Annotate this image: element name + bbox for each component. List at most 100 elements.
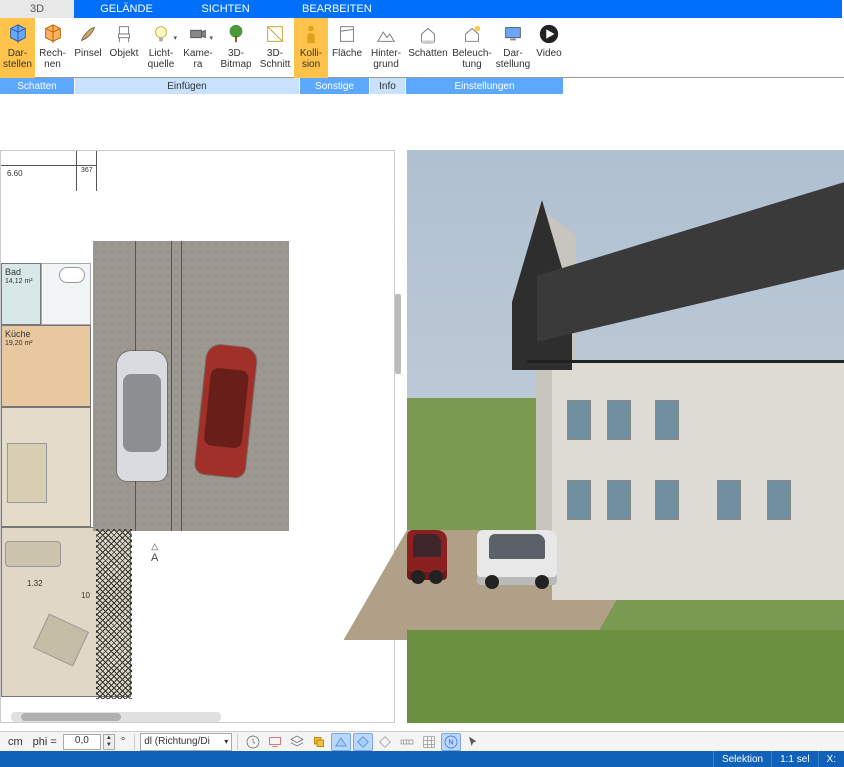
mountain-icon (374, 22, 398, 46)
cube-blue-icon (6, 22, 30, 46)
north-icon: N (443, 734, 459, 750)
tool-diamond-button[interactable] (375, 733, 395, 751)
group-schatten: Schatten (0, 78, 75, 94)
room-area: 14,12 m² (5, 278, 33, 285)
ribbon-darstellung-button[interactable]: Dar-stellung (494, 18, 532, 78)
shape2-icon (355, 734, 371, 750)
phi-spinner[interactable]: ▲▼ (103, 734, 115, 750)
unit-label: cm (4, 736, 27, 748)
plan-view-2d[interactable]: 6.60 367 Bad 14,12 m²Küche 19,20 m² △ (0, 150, 395, 723)
tab-sichten[interactable]: SICHTEN (179, 0, 272, 18)
room[interactable]: Bad 14,12 m² (1, 263, 41, 325)
dim-line (171, 241, 172, 531)
car-top-icon[interactable] (117, 351, 167, 481)
layers-icon (289, 734, 305, 750)
house-front-wall (552, 360, 844, 600)
3d-view[interactable] (407, 150, 844, 723)
ribbon-label: Fläche (332, 48, 362, 59)
ribbon-label: Hinter-grund (371, 48, 401, 70)
window-3d (655, 400, 679, 440)
pane-splitter[interactable] (395, 294, 401, 374)
ribbon-label: Kolli-sion (300, 48, 322, 70)
sofa-icon (5, 541, 61, 567)
ribbon-label: Kame-ra (183, 48, 212, 70)
dim-line (1, 165, 96, 166)
section-marker: △ A (151, 541, 158, 564)
tool-stack-button[interactable] (309, 733, 329, 751)
dim-line (96, 151, 97, 191)
grid-icon (421, 734, 437, 750)
tool-screen-button[interactable] (265, 733, 285, 751)
room-name: Bad (5, 267, 21, 277)
dim-label: 1.32 (27, 579, 43, 588)
window-3d (567, 400, 591, 440)
window-3d (767, 480, 791, 520)
room[interactable]: Küche 19,20 m² (1, 325, 91, 407)
house-sun-icon (460, 22, 484, 46)
ribbon-label: Beleuch-tung (452, 48, 491, 70)
ribbon-hintergrund-button[interactable]: Hinter-grund (366, 18, 406, 78)
ribbon-label: Dar-stellung (496, 48, 530, 70)
ribbon-bitmap-button[interactable]: 3D-Bitmap (216, 18, 256, 78)
play-icon (537, 22, 561, 46)
ribbon-label: Pinsel (74, 48, 101, 59)
dropdown-arrow-icon: ▾ (209, 34, 213, 42)
ribbon-schatten2-button[interactable]: Schatten (406, 18, 450, 78)
direction-select[interactable]: dl (Richtung/Di▾ (140, 733, 232, 751)
house-shadow-icon (416, 22, 440, 46)
window-3d (655, 480, 679, 520)
scrollbar-horizontal[interactable] (11, 712, 221, 722)
status-selection: Selektion (713, 751, 771, 767)
tool-grid-button[interactable] (419, 733, 439, 751)
ribbon-pinsel-button[interactable]: Pinsel (70, 18, 106, 78)
dim-line (181, 241, 182, 531)
window-3d (607, 480, 631, 520)
work-area: 6.60 367 Bad 14,12 m²Küche 19,20 m² △ (0, 94, 844, 733)
ribbon-kollision-button[interactable]: Kolli-sion (294, 18, 328, 78)
section-icon (263, 22, 287, 46)
eave (527, 360, 844, 363)
ribbon-flaeche-button[interactable]: Fläche (328, 18, 366, 78)
tool-pointer-button[interactable] (463, 733, 483, 751)
ribbon-schnitt-button[interactable]: 3D-Schnitt (256, 18, 294, 78)
separator (134, 734, 135, 750)
plan-canvas[interactable]: 6.60 367 Bad 14,12 m²Küche 19,20 m² △ (1, 151, 394, 722)
tool-layers-button[interactable] (287, 733, 307, 751)
tool-shape1-button[interactable] (331, 733, 351, 751)
ribbon-beleuchtung-button[interactable]: Beleuch-tung (450, 18, 494, 78)
svg-text:N: N (449, 737, 454, 746)
scrollbar-thumb[interactable] (21, 713, 121, 721)
tool-ruler-button[interactable] (397, 733, 417, 751)
separator (237, 734, 238, 750)
ribbon-label: Schatten (408, 48, 447, 59)
phi-label: phi = (29, 736, 61, 748)
ribbon-video-button[interactable]: Video (532, 18, 566, 78)
ribbon-label: 3D-Bitmap (220, 48, 251, 70)
tab-bearbeiten[interactable]: BEARBEITEN (272, 0, 842, 18)
group-info: Info (370, 78, 406, 94)
pointer-icon (465, 734, 481, 750)
ribbon-label: Dar-stellen (3, 48, 32, 70)
phi-input[interactable]: 0,0 (63, 734, 101, 750)
ribbon-kamera-button[interactable]: Kame-ra ▾ (180, 18, 216, 78)
ribbon-groups: SchattenEinfügenSonstigeInfoEinstellunge… (0, 78, 844, 94)
tree-icon (224, 22, 248, 46)
tool-north-button[interactable]: N (441, 733, 461, 751)
tab-gelaende[interactable]: GELÄNDE (74, 0, 179, 18)
dim-label: 6.60 (7, 169, 23, 178)
tool-clock-button[interactable] (243, 733, 263, 751)
ribbon-darstellen-button[interactable]: Dar-stellen (0, 18, 35, 78)
ribbon-lichtquelle-button[interactable]: Licht-quelle ▾ (142, 18, 180, 78)
status-x: X: (818, 751, 844, 767)
room-name: Küche (5, 329, 31, 339)
window-3d (607, 400, 631, 440)
tool-shape2-button[interactable] (353, 733, 373, 751)
bottom-toolbar: cm phi = 0,0 ▲▼ ° dl (Richtung/Di▾ N (0, 731, 844, 751)
ribbon-objekt-button[interactable]: Objekt (106, 18, 142, 78)
status-scale: 1:1 sel (771, 751, 817, 767)
tab-3d[interactable]: 3D (0, 0, 74, 18)
ribbon-rechnen-button[interactable]: Rech-nen (35, 18, 70, 78)
car-3d (477, 530, 557, 585)
diamond-icon (377, 734, 393, 750)
car-3d (407, 530, 447, 580)
